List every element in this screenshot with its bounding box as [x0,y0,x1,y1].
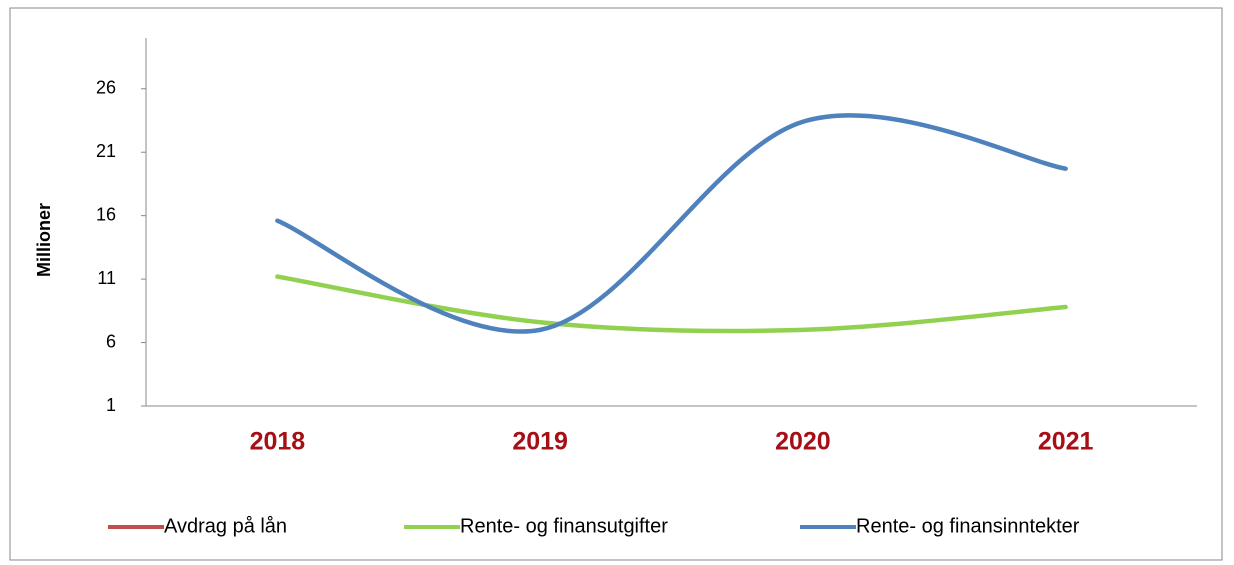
legend-label: Rente- og finansutgifter [460,515,668,537]
y-tick-label: 21 [96,141,116,161]
x-tick-label: 2020 [775,428,831,456]
legend-label: Avdrag på lån [164,515,287,537]
x-tick-label: 2019 [512,428,568,456]
series-line [275,274,1068,334]
y-tick-label: 16 [96,204,116,224]
y-tick-label: 6 [106,331,116,351]
x-tick-label: 2021 [1038,428,1094,456]
y-axis-label: Millioner [34,203,54,277]
y-tick-label: 1 [106,395,116,415]
legend-label: Rente- og finansinntekter [856,515,1080,537]
x-tick-label: 2018 [250,428,306,456]
y-tick-label: 26 [96,78,116,98]
series-line [275,113,1068,334]
y-tick-label: 11 [97,268,116,288]
